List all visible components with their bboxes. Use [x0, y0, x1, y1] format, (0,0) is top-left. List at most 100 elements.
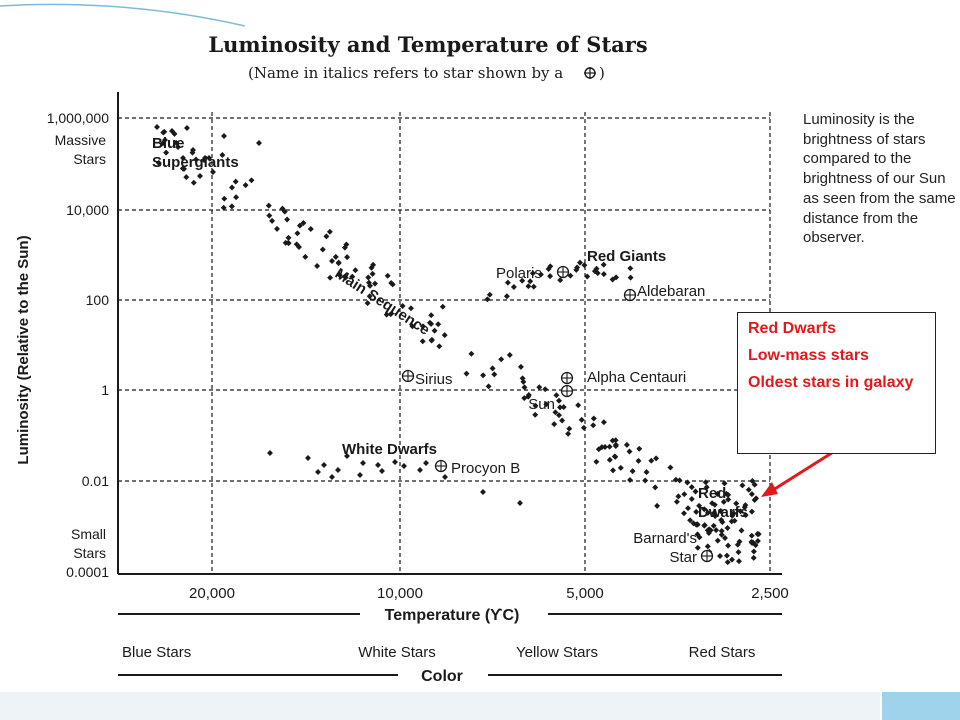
- red-dwarf-point: [694, 544, 701, 551]
- main-sequence-point: [441, 332, 448, 339]
- main-sequence-point: [302, 253, 309, 260]
- corner-curve-decoration: [0, 3, 246, 27]
- main-sequence-point: [519, 375, 526, 382]
- bottom-accent-block: [882, 692, 960, 720]
- red-dwarf-point: [694, 531, 701, 538]
- red-dwarf-point: [735, 549, 742, 556]
- y-tick-label: 0.01: [82, 473, 109, 489]
- star-label-barnards: Barnard's: [633, 530, 697, 547]
- main-sequence-point: [266, 212, 273, 219]
- main-sequence-point: [274, 225, 280, 232]
- red-dwarf-point: [694, 521, 701, 528]
- main-sequence-point: [551, 421, 558, 428]
- main-sequence-point: [307, 226, 314, 232]
- red-dwarf-point: [734, 541, 741, 548]
- main-sequence-point: [183, 174, 190, 181]
- main-sequence-point: [556, 412, 562, 419]
- white-dwarf-point: [344, 453, 350, 459]
- main-sequence-point: [364, 300, 371, 307]
- color-band-label: Yellow Stars: [516, 644, 598, 661]
- main-sequence-point: [489, 365, 496, 372]
- region-label-blue: Blue: [152, 135, 185, 152]
- main-sequence-point: [366, 293, 373, 300]
- chart-subtitle-end: ): [599, 64, 605, 82]
- x-axis-label: Temperature (ϒC): [385, 607, 520, 624]
- red-dwarf-point: [723, 552, 730, 559]
- red-giant-point: [574, 264, 581, 271]
- main-sequence-point: [428, 337, 435, 344]
- main-sequence-point: [228, 203, 235, 210]
- y-tick-label: 1: [101, 382, 109, 398]
- main-sequence-point: [326, 228, 333, 235]
- main-sequence-point: [352, 267, 359, 274]
- y-tick-label: 1,000,000: [47, 110, 109, 126]
- main-sequence-point: [193, 156, 199, 163]
- y-tick-sublabel: Massive: [55, 132, 107, 148]
- star-label-sun: Sun: [528, 396, 555, 413]
- chart-subtitle: (Name in italics refers to star shown by…: [248, 64, 563, 82]
- blue-supergiant-point: [190, 147, 196, 153]
- main-sequence-point: [265, 202, 272, 209]
- red-giant-point: [510, 284, 517, 290]
- main-sequence-point: [718, 528, 725, 534]
- main-sequence-point: [654, 502, 661, 509]
- main-sequence-point: [294, 230, 301, 237]
- main-sequence-point: [435, 321, 442, 328]
- main-sequence-point: [521, 384, 528, 391]
- bottom-bar: [0, 692, 880, 720]
- color-band-label: White Stars: [358, 644, 436, 661]
- main-sequence-point: [372, 280, 378, 287]
- red-dwarf-point: [688, 496, 695, 502]
- main-sequence-point: [643, 469, 650, 476]
- region-label-main-sequence: Main Sequence: [332, 265, 433, 339]
- red-dwarf-point: [728, 518, 735, 525]
- main-sequence-point: [627, 477, 633, 483]
- white-dwarf-point: [329, 474, 335, 480]
- red-dwarf-point: [748, 539, 755, 545]
- main-sequence-point: [578, 416, 585, 423]
- red-dwarf-point: [725, 491, 732, 498]
- red-giant-point: [545, 266, 552, 272]
- main-sequence-point: [468, 350, 475, 357]
- red-dwarf-point: [719, 519, 726, 526]
- red-dwarf-point: [722, 535, 728, 541]
- blue-supergiant-point: [197, 173, 203, 179]
- main-sequence-point: [436, 343, 443, 350]
- main-sequence-point: [590, 415, 597, 422]
- region-label-red: Red: [698, 485, 726, 502]
- main-sequence-point: [606, 456, 613, 463]
- main-sequence-point: [617, 464, 624, 471]
- main-sequence-point: [653, 455, 660, 462]
- region-label-red-giants: Red Giants: [587, 248, 666, 265]
- main-sequence-point: [642, 477, 649, 484]
- main-sequence-point: [296, 244, 302, 250]
- red-dwarf-point: [724, 525, 731, 531]
- red-dwarf-point: [754, 538, 761, 544]
- main-sequence-point: [593, 458, 600, 465]
- main-sequence-point: [399, 303, 406, 309]
- blue-supergiant-point: [184, 125, 190, 131]
- main-sequence-point: [336, 272, 343, 279]
- red-dwarf-point: [742, 512, 749, 519]
- main-sequence-point: [463, 370, 470, 377]
- y-axis-label: Luminosity (Relative to the Sun): [15, 235, 32, 464]
- red-dwarf-point: [717, 553, 723, 559]
- white-dwarf-point: [315, 469, 321, 475]
- main-sequence-point: [248, 177, 255, 184]
- main-sequence-point: [704, 509, 711, 516]
- star-label-alpha-centauri: Alpha Centauri: [587, 369, 686, 386]
- main-sequence-point: [314, 263, 321, 269]
- main-sequence-point: [681, 510, 687, 517]
- red-giant-point: [577, 259, 583, 266]
- main-sequence-point: [559, 417, 566, 424]
- red-dwarf-point: [750, 554, 757, 561]
- blue-supergiant-point: [202, 155, 208, 161]
- red-giant-point: [527, 278, 534, 285]
- main-sequence-point: [532, 411, 539, 418]
- main-sequence-point: [343, 241, 350, 248]
- main-sequence-point: [206, 155, 212, 161]
- red-dwarf-point: [738, 527, 745, 534]
- main-sequence-point: [181, 165, 187, 172]
- main-sequence-point: [532, 402, 539, 409]
- blue-supergiant-point: [256, 140, 262, 146]
